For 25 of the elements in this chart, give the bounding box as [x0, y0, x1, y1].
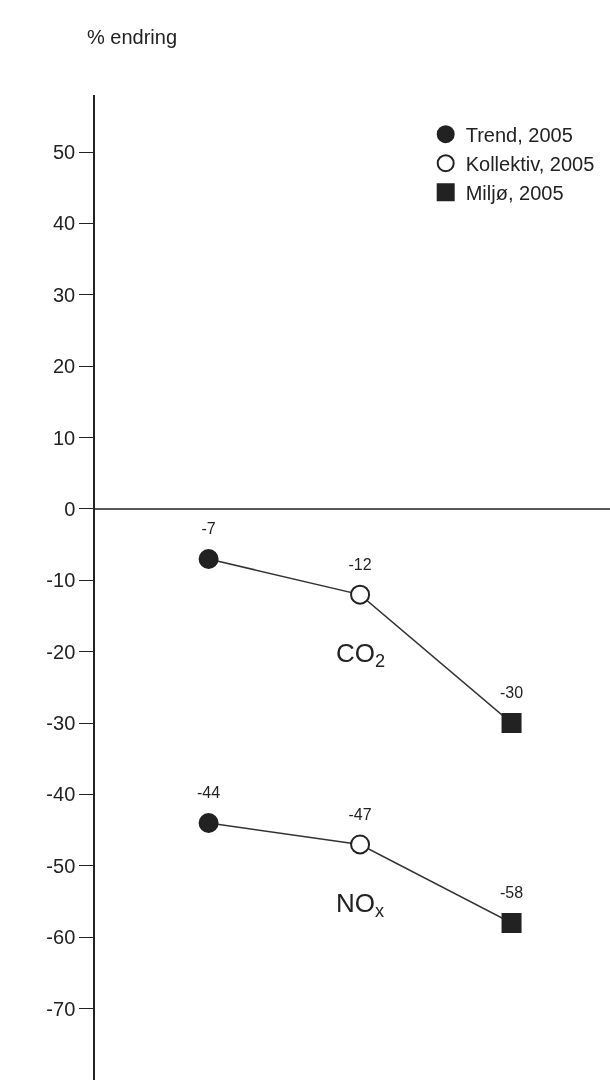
- y-tick-label: -50: [46, 854, 76, 877]
- y-tick-label: 10: [53, 426, 76, 449]
- data-label: -7: [201, 520, 216, 538]
- data-label: -12: [348, 555, 372, 573]
- data-label: -58: [499, 884, 524, 902]
- y-tick-label: -70: [46, 997, 76, 1020]
- legend-label: Trend, 2005: [465, 124, 573, 146]
- legend-label: Kollektiv, 2005: [465, 153, 595, 175]
- y-tick-label: 50: [53, 141, 76, 164]
- data-label: -44: [197, 784, 221, 802]
- series-label: CO$_{2}$: [336, 638, 386, 672]
- y-tick-label: 40: [53, 212, 76, 235]
- y-tick-label: -20: [46, 640, 76, 663]
- data-label: -47: [348, 805, 372, 823]
- y-tick-label: 20: [53, 355, 76, 378]
- data-label: -30: [499, 684, 524, 702]
- series-label: NO$_{x}$: [336, 888, 385, 922]
- y-tick-label: 0: [64, 497, 76, 520]
- y-tick-label: -40: [46, 783, 76, 806]
- y-tick-label: -30: [46, 712, 76, 735]
- y-tick-label: -10: [46, 569, 76, 592]
- y-axis-title: % endring: [87, 26, 178, 48]
- y-tick-label: -60: [46, 926, 76, 949]
- y-tick-label: 30: [53, 283, 76, 306]
- legend-label: Miljø, 2005: [465, 182, 564, 204]
